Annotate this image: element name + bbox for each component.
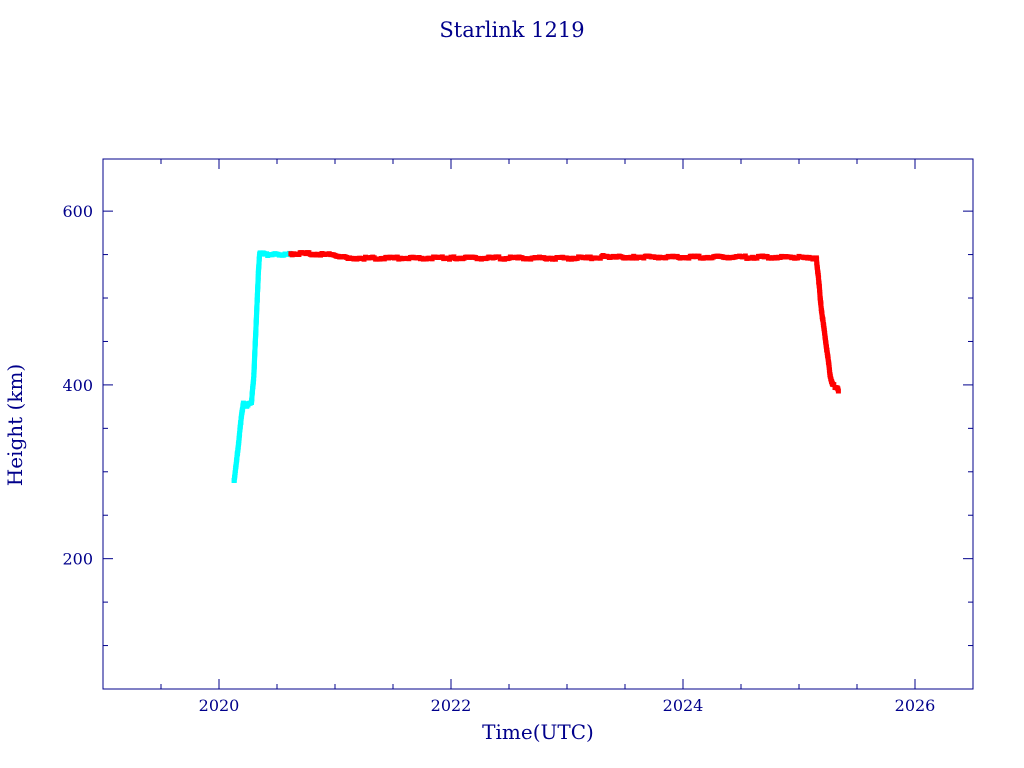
- plot-frame: [102, 158, 974, 690]
- x-tick-label: 2022: [431, 696, 472, 715]
- x-axis-label: Time(UTC): [482, 720, 594, 744]
- y-tick-label: 200: [62, 550, 93, 569]
- data-point: [255, 274, 261, 280]
- data-point: [249, 396, 255, 402]
- x-tick-label: 2026: [895, 696, 936, 715]
- x-tick-label: 2020: [199, 696, 240, 715]
- series-0: [231, 250, 294, 483]
- y-tick-label: 600: [62, 202, 93, 221]
- data-point: [253, 324, 259, 330]
- y-tick-label: 400: [62, 376, 93, 395]
- series-1: [288, 250, 841, 394]
- axis-ticks: [103, 159, 974, 689]
- y-axis-label: Height (km): [3, 364, 27, 486]
- data-point: [251, 376, 257, 382]
- tick-labels: 2020 2022 2024 2026 200 400 600: [62, 202, 935, 715]
- data-point: [254, 296, 260, 302]
- data-point: [237, 430, 243, 436]
- data-point: [252, 346, 258, 352]
- data-point: [831, 382, 837, 388]
- data-point: [256, 260, 262, 266]
- data-point: [816, 275, 822, 281]
- data-point: [814, 256, 820, 262]
- data-point: [238, 419, 244, 425]
- data-point: [818, 303, 824, 309]
- chart-title: Starlink 1219: [439, 18, 584, 42]
- x-tick-label: 2024: [663, 696, 704, 715]
- data-point: [835, 388, 841, 394]
- data-points: [231, 250, 841, 483]
